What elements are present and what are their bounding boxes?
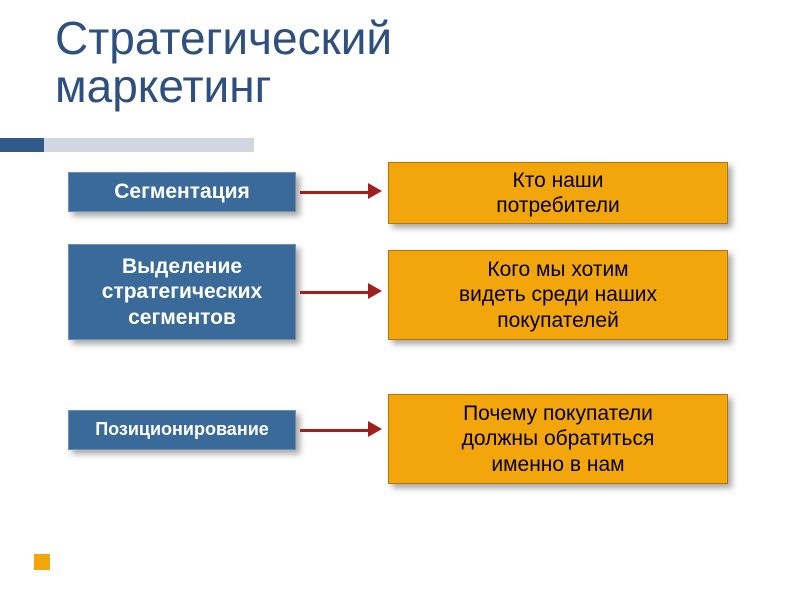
arrow-1-line (300, 191, 370, 194)
box-segmentation: Сегментация (68, 172, 296, 212)
arrow-2-line (300, 291, 370, 294)
blue2-l1: Выделение (102, 254, 262, 279)
box-positioning: Позиционирование (68, 410, 296, 450)
orange2-l2: видеть среди наших (459, 282, 657, 307)
blue2-l2: стратегических (102, 279, 262, 304)
orange2-l3: покупателей (459, 308, 657, 333)
box-segmentation-label: Сегментация (114, 179, 250, 204)
box-positioning-label: Позиционирование (95, 419, 269, 441)
title-divider (0, 138, 254, 152)
orange3-l2: должны обратиться (462, 426, 655, 451)
accent-square (34, 554, 50, 570)
orange2-l1: Кого мы хотим (459, 257, 657, 282)
divider-dark (0, 138, 44, 152)
orange1-l2: потребители (496, 193, 619, 218)
divider-light (44, 138, 254, 152)
arrow-1-head (368, 183, 382, 199)
arrow-3-line (300, 429, 370, 432)
orange1-l1: Кто наши (496, 168, 619, 193)
arrow-2-head (368, 283, 382, 299)
title-line2: маркетинг (55, 62, 392, 110)
slide-title: Стратегический маркетинг (55, 14, 392, 111)
blue2-l3: сегментов (102, 305, 262, 330)
orange3-l1: Почему покупатели (462, 401, 655, 426)
box-strategic-segments: Выделение стратегических сегментов (68, 244, 296, 340)
box-desired-customers: Кого мы хотим видеть среди наших покупат… (388, 250, 728, 340)
orange3-l3: именно в нам (462, 452, 655, 477)
title-line1: Стратегический (55, 14, 392, 62)
box-why-us: Почему покупатели должны обратиться имен… (388, 394, 728, 484)
box-who-consumers: Кто наши потребители (388, 162, 728, 224)
arrow-3-head (368, 421, 382, 437)
